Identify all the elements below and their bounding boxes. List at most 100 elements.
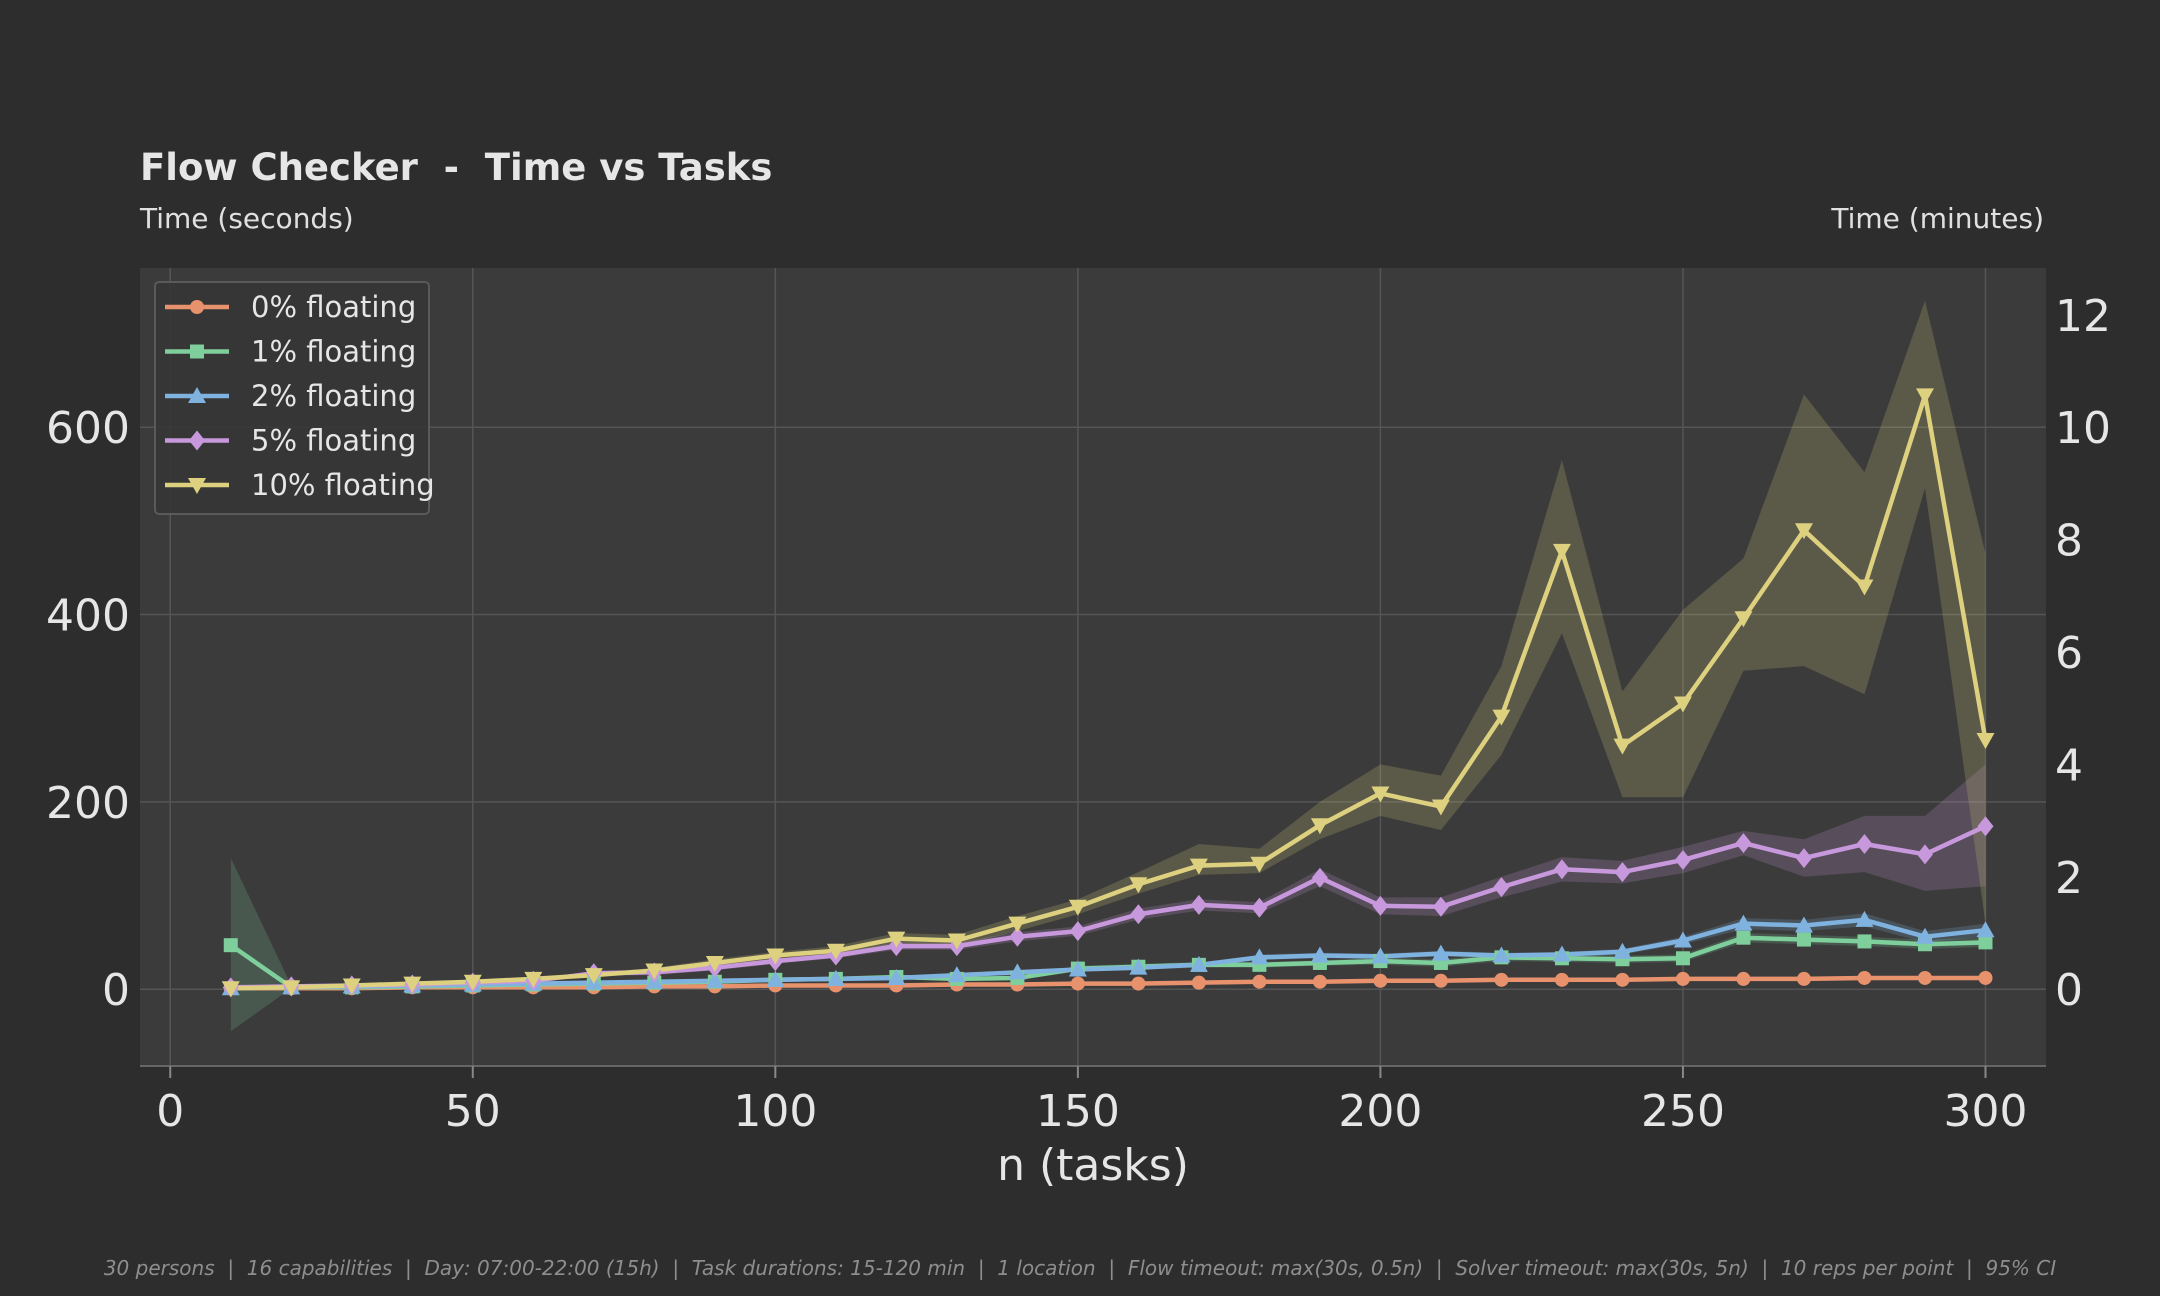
data-point [1250, 856, 1269, 873]
data-point [1492, 709, 1511, 726]
data-point [1796, 971, 1811, 986]
data-point [1734, 914, 1753, 931]
x-tick-label: 50 [445, 1086, 501, 1137]
x-tick-label: 300 [1943, 1086, 2027, 1137]
y-tick-label: 200 [46, 778, 130, 829]
data-point [1554, 972, 1569, 987]
data-point [342, 978, 361, 995]
data-point [826, 969, 845, 986]
series-markers [221, 388, 1995, 998]
data-point [947, 966, 966, 983]
data-point [1917, 970, 1932, 985]
data-point [1312, 974, 1327, 989]
data-point [1855, 579, 1874, 596]
data-point [645, 963, 664, 980]
chart-footer-note: 30 persons | 16 capabilities | Day: 07:0… [103, 1256, 2057, 1280]
y-right-tick-label: 8 [2055, 516, 2083, 567]
data-point [766, 948, 785, 965]
data-point [1675, 971, 1690, 986]
data-point [1068, 960, 1087, 977]
x-tick-label: 150 [1036, 1086, 1120, 1137]
data-point [188, 387, 206, 403]
ci-band [230, 764, 1986, 989]
data-point [1250, 948, 1269, 965]
y-tick-label: 0 [102, 965, 130, 1016]
data-point [1795, 848, 1812, 869]
data-point [1191, 975, 1206, 990]
data-point [1432, 896, 1449, 917]
data-point [887, 931, 906, 948]
y-tick-label: 600 [46, 403, 130, 454]
data-point [1855, 910, 1874, 927]
data-point [1190, 894, 1207, 915]
data-point [1189, 955, 1208, 972]
legend-box [154, 281, 430, 515]
data-point [1978, 970, 1993, 985]
y-tick-label: 400 [46, 591, 130, 642]
legend-entry-label: 1% floating [251, 335, 416, 369]
data-point [1008, 916, 1027, 933]
data-point [1673, 931, 1692, 948]
data-point [887, 968, 906, 985]
data-point [1615, 972, 1630, 987]
data-point [1131, 976, 1146, 991]
data-point [1796, 932, 1811, 947]
data-point [189, 430, 205, 451]
data-point [705, 971, 724, 988]
data-point [1915, 388, 1934, 405]
data-point [1976, 733, 1995, 750]
data-point [1129, 958, 1148, 975]
data-point [1613, 942, 1632, 959]
data-point [826, 943, 845, 960]
data-point [1735, 833, 1752, 854]
data-point [1252, 974, 1267, 989]
data-point [223, 938, 238, 953]
data-point [463, 974, 482, 991]
data-point [1857, 934, 1872, 949]
data-point [1978, 935, 1993, 950]
data-point [1431, 799, 1450, 816]
data-point [766, 970, 785, 987]
data-point [1494, 972, 1509, 987]
plot-area [140, 268, 2046, 1066]
data-point [1373, 973, 1388, 988]
data-point [1794, 916, 1813, 933]
series-line [230, 917, 1986, 991]
y-right-tick-label: 10 [2055, 403, 2111, 454]
y-right-tick-label: 12 [2055, 291, 2111, 342]
data-point [1736, 930, 1751, 945]
y-axis-label-right: Time (minutes) [1831, 202, 2044, 235]
data-point [1009, 926, 1026, 947]
data-point [1310, 946, 1329, 963]
data-point [1857, 970, 1872, 985]
data-point [1310, 818, 1329, 835]
data-point [1311, 867, 1328, 888]
data-point [1372, 895, 1389, 916]
data-point [403, 976, 422, 993]
y-right-tick-label: 0 [2055, 965, 2083, 1016]
chart-title: Flow Checker - Time vs Tasks [140, 146, 773, 189]
data-point [1008, 963, 1027, 980]
series-lines [229, 393, 1988, 991]
legend: 0% floating 1% floating 2% floating 5% floa… [154, 281, 435, 515]
y-right-tick-label: 6 [2055, 628, 2083, 679]
data-point [1371, 786, 1390, 803]
legend-entry-label: 5% floating [251, 424, 416, 458]
data-point [1674, 849, 1691, 870]
data-point [1189, 858, 1208, 875]
data-point [584, 968, 603, 985]
data-point [1130, 904, 1147, 925]
data-point [1915, 927, 1934, 944]
data-point [1613, 738, 1632, 755]
data-point [1614, 862, 1631, 883]
series-line [230, 975, 1986, 991]
data-point [1251, 897, 1268, 918]
data-point [188, 478, 206, 494]
axes: 0 50 100 150 200 250 300 0 200 400 600 0 2 4 6 8 10 12 [46, 291, 2111, 1137]
data-point [947, 933, 966, 950]
data-point [1736, 971, 1751, 986]
data-point [1976, 921, 1995, 938]
y-right-tick-label: 4 [2055, 740, 2083, 791]
